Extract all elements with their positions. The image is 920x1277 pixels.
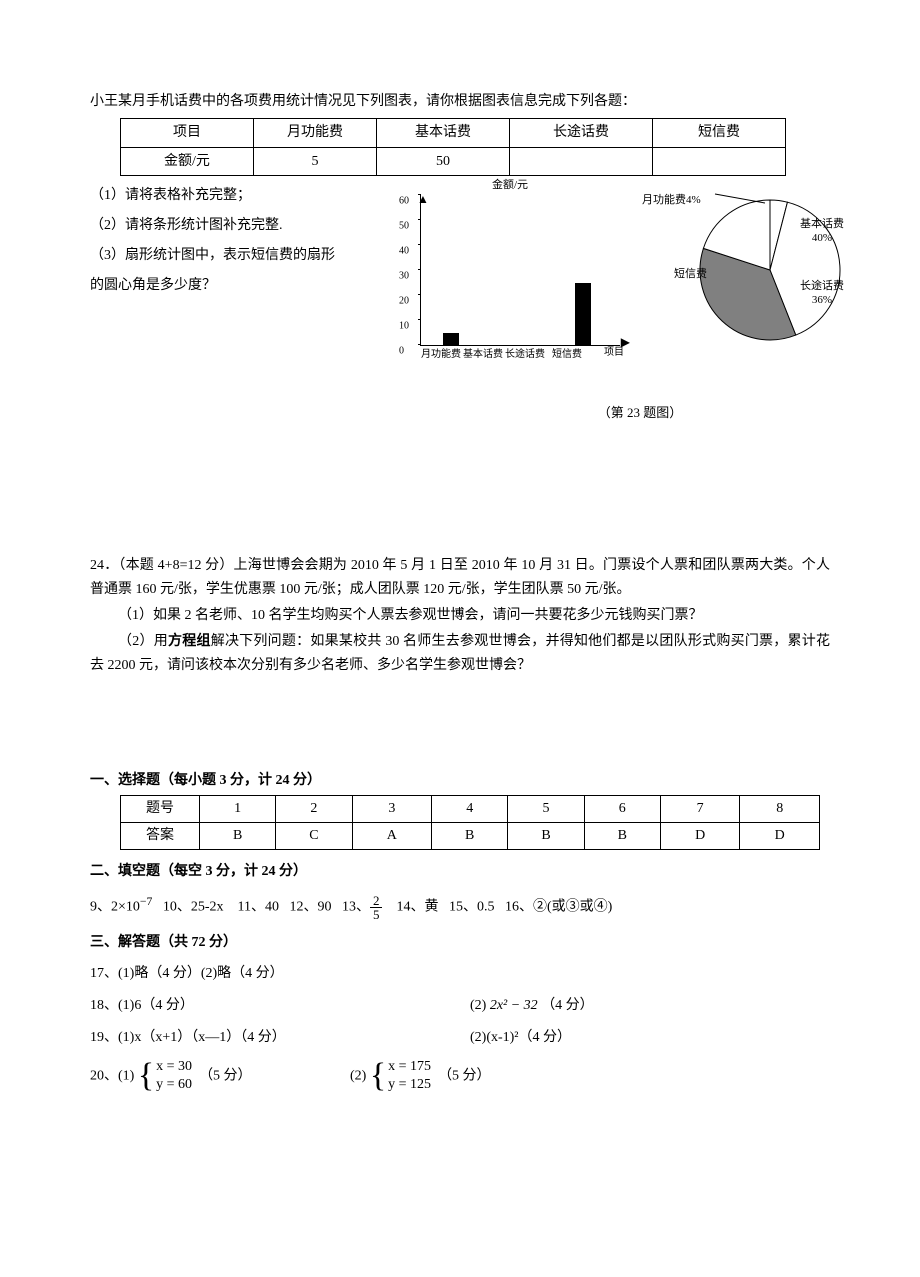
cell: 答案 [121,823,200,850]
cell: 月功能费 [254,118,377,147]
table-row: 题号 1 2 3 4 5 6 7 8 [121,796,820,823]
sec3-head: 三、解答题（共 72 分） [90,931,830,955]
choice-table: 题号 1 2 3 4 5 6 7 8 答案 B C A B B B D D [120,795,820,850]
cell: B [508,823,584,850]
cell: 3 [352,796,432,823]
pie-label: 基本话费40% [800,218,844,244]
cell: 金额/元 [121,147,254,176]
ans-20: 20、(1) {x = 30y = 60 （5 分） (2) {x = 175y… [90,1058,830,1094]
cell: C [276,823,352,850]
fill-answers: 9、2×10−7 10、25-2x 11、40 12、90 13、25 14、黄… [90,892,830,921]
pie-chart: 月功能费4% 基本话费40% 长途话费36% 短信费 [660,190,890,350]
cell: 题号 [121,796,200,823]
cell: B [432,823,508,850]
ans-19: 19、(1)x（x+1）（x—1）（4 分） (2)(x-1)²（4 分） [90,1026,830,1050]
sec2-head: 二、填空题（每空 3 分，计 24 分） [90,860,830,884]
bar [575,283,591,346]
q23-sub3b: 的圆心角是多少度？ [90,274,390,298]
q23-intro: 小王某月手机话费中的各项费用统计情况见下列图表，请你根据图表信息完成下列各题： [90,90,830,114]
arrow-up-icon: ▲ [417,189,429,209]
q23-sub1: （1）请将表格补充完整； [90,184,390,208]
cell: 1 [200,796,276,823]
cell: D [660,823,740,850]
cell: B [584,823,660,850]
cell: D [740,823,820,850]
cell [653,147,786,176]
q24-p1: （1）如果 2 名老师、10 名学生均购买个人票去参观世博会，请问一共要花多少元… [90,604,830,628]
cell: 8 [740,796,820,823]
table-row: 项目 月功能费 基本话费 长途话费 短信费 [121,118,786,147]
ans-18: 18、(1)6（4 分） (2) 2x² − 32 （4 分） [90,994,830,1018]
cell: 5 [508,796,584,823]
cell: 长途话费 [510,118,653,147]
sec1-head: 一、选择题（每小题 3 分，计 24 分） [90,769,830,793]
q23-sub3a: （3）扇形统计图中，表示短信费的扇形 [90,244,390,268]
cell: 7 [660,796,740,823]
bar-chart: 金额/元 ▲ ▶ 项目 0102030405060 月功能费基本话费长途话费短信… [400,176,630,363]
cell: B [200,823,276,850]
cell: 4 [432,796,508,823]
cell: A [352,823,432,850]
pie-label: 月功能费4% [642,194,701,207]
table-row: 金额/元 5 50 [121,147,786,176]
cell: 50 [377,147,510,176]
cell: 项目 [121,118,254,147]
cell: 2 [276,796,352,823]
bar-xlabel: 项目 [604,344,624,361]
q23-caption: （第 23 题图） [450,402,830,424]
q24-p2: （2）用方程组解决下列问题：如果某校共 30 名师生去参观世博会，并得知他们都是… [90,630,830,678]
pie-label: 短信费 [674,268,707,281]
cell: 6 [584,796,660,823]
cell: 基本话费 [377,118,510,147]
bar [443,333,459,346]
table-row: 答案 B C A B B B D D [121,823,820,850]
cell: 5 [254,147,377,176]
q23-table: 项目 月功能费 基本话费 长途话费 短信费 金额/元 5 50 [120,118,786,177]
cell: 短信费 [653,118,786,147]
cell [510,147,653,176]
q24-stem: 24．（本题 4+8=12 分）上海世博会会期为 2010 年 5 月 1 日至… [90,554,830,602]
ans-17: 17、(1)略（4 分）(2)略（4 分） [90,962,830,986]
q24: 24．（本题 4+8=12 分）上海世博会会期为 2010 年 5 月 1 日至… [90,554,830,677]
pie-label: 长途话费36% [800,280,844,306]
q23-sub2: （2）请将条形统计图补充完整. [90,214,390,238]
